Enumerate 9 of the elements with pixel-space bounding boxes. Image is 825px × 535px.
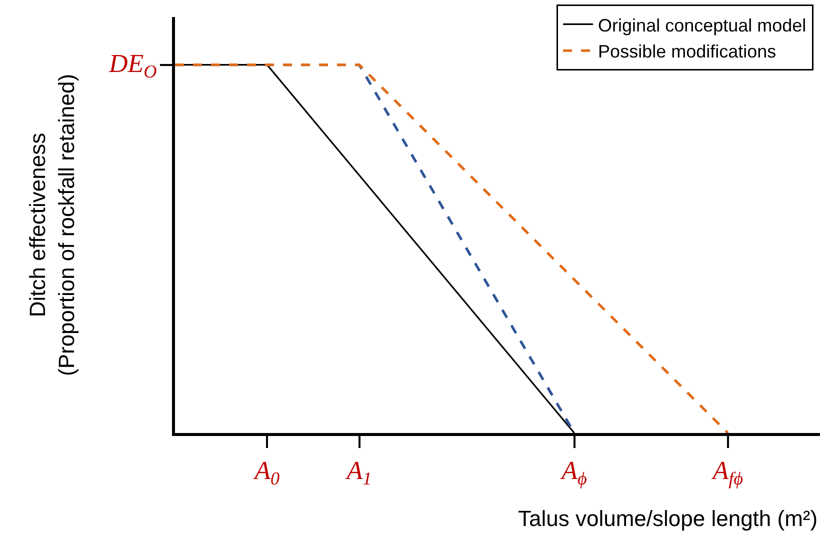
x-tick-label: A$_{ϕ}$ bbox=[560, 456, 587, 489]
legend-label: Possible modifications bbox=[598, 42, 776, 62]
x-axis-title: Talus volume/slope length (m²) bbox=[518, 506, 818, 531]
x-tick-label: A$_{0}$ bbox=[252, 456, 280, 489]
legend-label: Original conceptual model bbox=[598, 15, 806, 36]
x-tick-label: A$_{fϕ}$ bbox=[710, 456, 744, 489]
y-axis-title: Ditch effectiveness (Proportion of rockfall retained) bbox=[25, 74, 79, 376]
text: DE$_{O}$ bbox=[108, 49, 157, 82]
x-tick-label: A$_{1}$ bbox=[344, 456, 372, 489]
